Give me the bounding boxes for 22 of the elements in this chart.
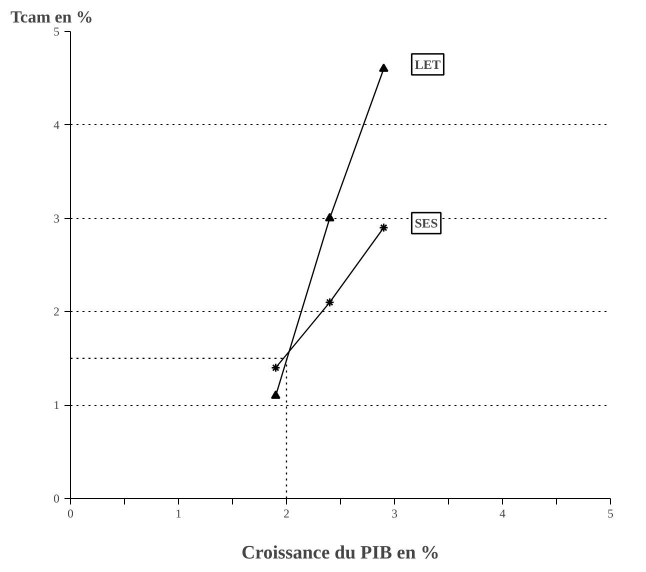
text: LET (414, 56, 442, 72)
x-tick-label: 4 (500, 506, 506, 520)
point (378, 222, 388, 232)
y-tick-label: 3 (54, 211, 60, 226)
y-axis-title: Tcam en % (10, 8, 93, 26)
x-tick-label: 3 (392, 506, 398, 520)
point (378, 63, 388, 72)
y-tick-label: 2 (54, 304, 60, 319)
x-tick-label: 5 (608, 506, 614, 520)
y-tick-label: 1 (54, 398, 60, 412)
point (324, 298, 334, 308)
y-tick-label: 4 (54, 118, 60, 132)
y-tick-label: 5 (54, 24, 60, 38)
point (270, 362, 280, 372)
x-tick-label: 0 (68, 506, 74, 520)
x-axis-title: Croissance du PIB en % (241, 542, 440, 564)
point (270, 390, 280, 399)
x-tick-label: 1 (176, 506, 182, 520)
text: SES (414, 216, 438, 231)
point (324, 212, 334, 222)
y-tick-label: 0 (54, 492, 60, 506)
x-tick-label: 2 (284, 506, 290, 520)
